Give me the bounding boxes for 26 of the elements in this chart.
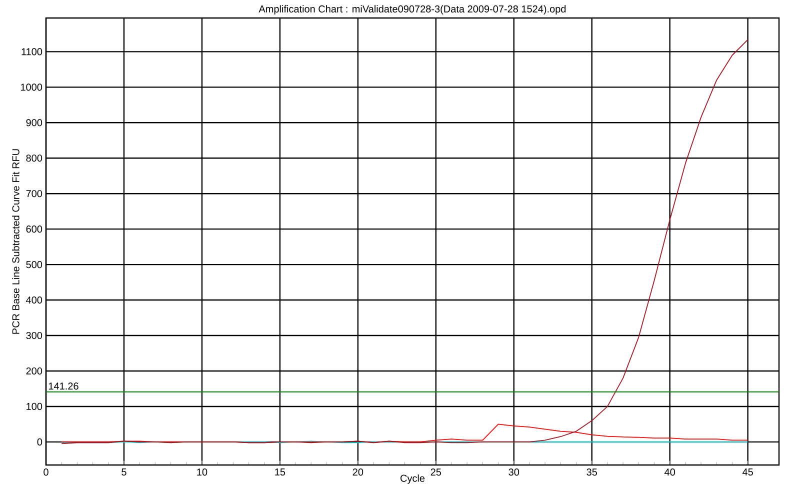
y-tick-label: 400 xyxy=(26,296,42,304)
x-tick-label: 10 xyxy=(197,468,208,476)
x-tick-label: 40 xyxy=(664,468,676,476)
y-tick-label: 800 xyxy=(26,154,42,162)
y-axis-title: PCR Base Line Subtracted Curve Fit RFU xyxy=(12,149,20,334)
chart-title: Amplification Chart : miValidate090728-3(Data 2009-07-28 1524).opd xyxy=(258,5,566,14)
x-tick-label: 5 xyxy=(122,468,126,476)
x-tick-label: 15 xyxy=(275,468,286,476)
y-tick-label: 200 xyxy=(26,367,42,375)
x-tick-label: 30 xyxy=(508,468,520,476)
y-tick-label: 300 xyxy=(26,332,42,340)
y-tick-label: 900 xyxy=(26,119,42,126)
x-axis-title: Cycle xyxy=(400,474,425,484)
y-tick-label: 600 xyxy=(26,226,42,233)
y-tick-label: 1000 xyxy=(20,84,42,91)
x-tick-label: 0 xyxy=(44,468,48,476)
x-tick-label: 45 xyxy=(742,468,753,476)
y-tick-label: 700 xyxy=(26,190,42,198)
y-tick-label: 0 xyxy=(37,438,42,446)
y-tick-label: 1100 xyxy=(22,48,42,56)
y-tick-label: 100 xyxy=(26,402,42,410)
x-tick-label: 35 xyxy=(586,468,597,476)
ref-line-label: 141.26 xyxy=(48,382,78,390)
y-tick-label: 500 xyxy=(26,261,42,268)
x-tick-label: 25 xyxy=(430,468,442,476)
x-tick-label: 20 xyxy=(352,468,364,476)
